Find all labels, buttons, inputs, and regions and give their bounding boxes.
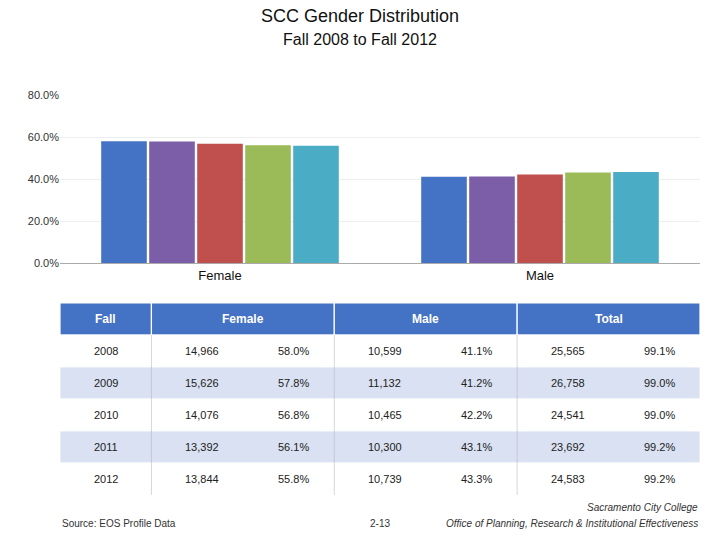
svg-text:Total: Total (595, 312, 623, 326)
svg-text:2010: 2010 (94, 409, 118, 421)
svg-text:13,844: 13,844 (185, 473, 219, 485)
svg-text:2008: 2008 (94, 345, 118, 357)
svg-text:80.0%: 80.0% (28, 89, 59, 101)
svg-text:10,300: 10,300 (368, 441, 402, 453)
svg-text:2-13: 2-13 (370, 518, 390, 529)
svg-text:14,966: 14,966 (185, 345, 219, 357)
svg-text:99.0%: 99.0% (644, 377, 675, 389)
svg-text:10,599: 10,599 (368, 345, 402, 357)
svg-text:2011: 2011 (94, 441, 118, 453)
svg-text:2009: 2009 (94, 377, 118, 389)
svg-text:99.1%: 99.1% (644, 345, 675, 357)
svg-text:Male: Male (526, 268, 554, 283)
svg-text:41.1%: 41.1% (461, 345, 492, 357)
svg-text:60.0%: 60.0% (28, 131, 59, 143)
svg-text:10,465: 10,465 (368, 409, 402, 421)
svg-text:24,583: 24,583 (551, 473, 585, 485)
svg-text:Source: EOS Profile Data: Source: EOS Profile Data (62, 518, 176, 529)
svg-text:41.2%: 41.2% (461, 377, 492, 389)
svg-text:10,739: 10,739 (368, 473, 402, 485)
svg-text:15,626: 15,626 (185, 377, 219, 389)
svg-text:Fall: Fall (95, 312, 116, 326)
svg-text:99.2%: 99.2% (644, 473, 675, 485)
svg-text:56.1%: 56.1% (278, 441, 309, 453)
svg-text:99.0%: 99.0% (644, 409, 675, 421)
svg-text:SCC Gender DistributionFall 20: SCC Gender DistributionFall 2008 to Fall… (261, 6, 459, 48)
svg-text:Office of Planning, Research &: Office of Planning, Research & Instituti… (446, 518, 698, 529)
svg-text:20.0%: 20.0% (28, 215, 59, 227)
svg-text:25,565: 25,565 (551, 345, 585, 357)
svg-text:13,392: 13,392 (185, 441, 219, 453)
svg-text:26,758: 26,758 (551, 377, 585, 389)
svg-text:Female: Female (198, 268, 241, 283)
svg-text:14,076: 14,076 (185, 409, 219, 421)
svg-text:57.8%: 57.8% (278, 377, 309, 389)
svg-text:42.2%: 42.2% (461, 409, 492, 421)
svg-text:11,132: 11,132 (368, 377, 401, 389)
svg-text:24,541: 24,541 (551, 409, 585, 421)
svg-text:43.1%: 43.1% (461, 441, 492, 453)
svg-text:56.8%: 56.8% (278, 409, 309, 421)
svg-text:0.0%: 0.0% (34, 257, 59, 269)
svg-text:Female: Female (222, 312, 264, 326)
svg-text:40.0%: 40.0% (28, 173, 59, 185)
svg-text:43.3%: 43.3% (461, 473, 492, 485)
svg-text:Male: Male (412, 312, 439, 326)
svg-text:Sacramento City College: Sacramento City College (587, 502, 698, 513)
svg-text:58.0%: 58.0% (278, 345, 309, 357)
svg-text:55.8%: 55.8% (278, 473, 309, 485)
svg-text:23,692: 23,692 (551, 441, 585, 453)
svg-text:2012: 2012 (94, 473, 118, 485)
svg-text:99.2%: 99.2% (644, 441, 675, 453)
